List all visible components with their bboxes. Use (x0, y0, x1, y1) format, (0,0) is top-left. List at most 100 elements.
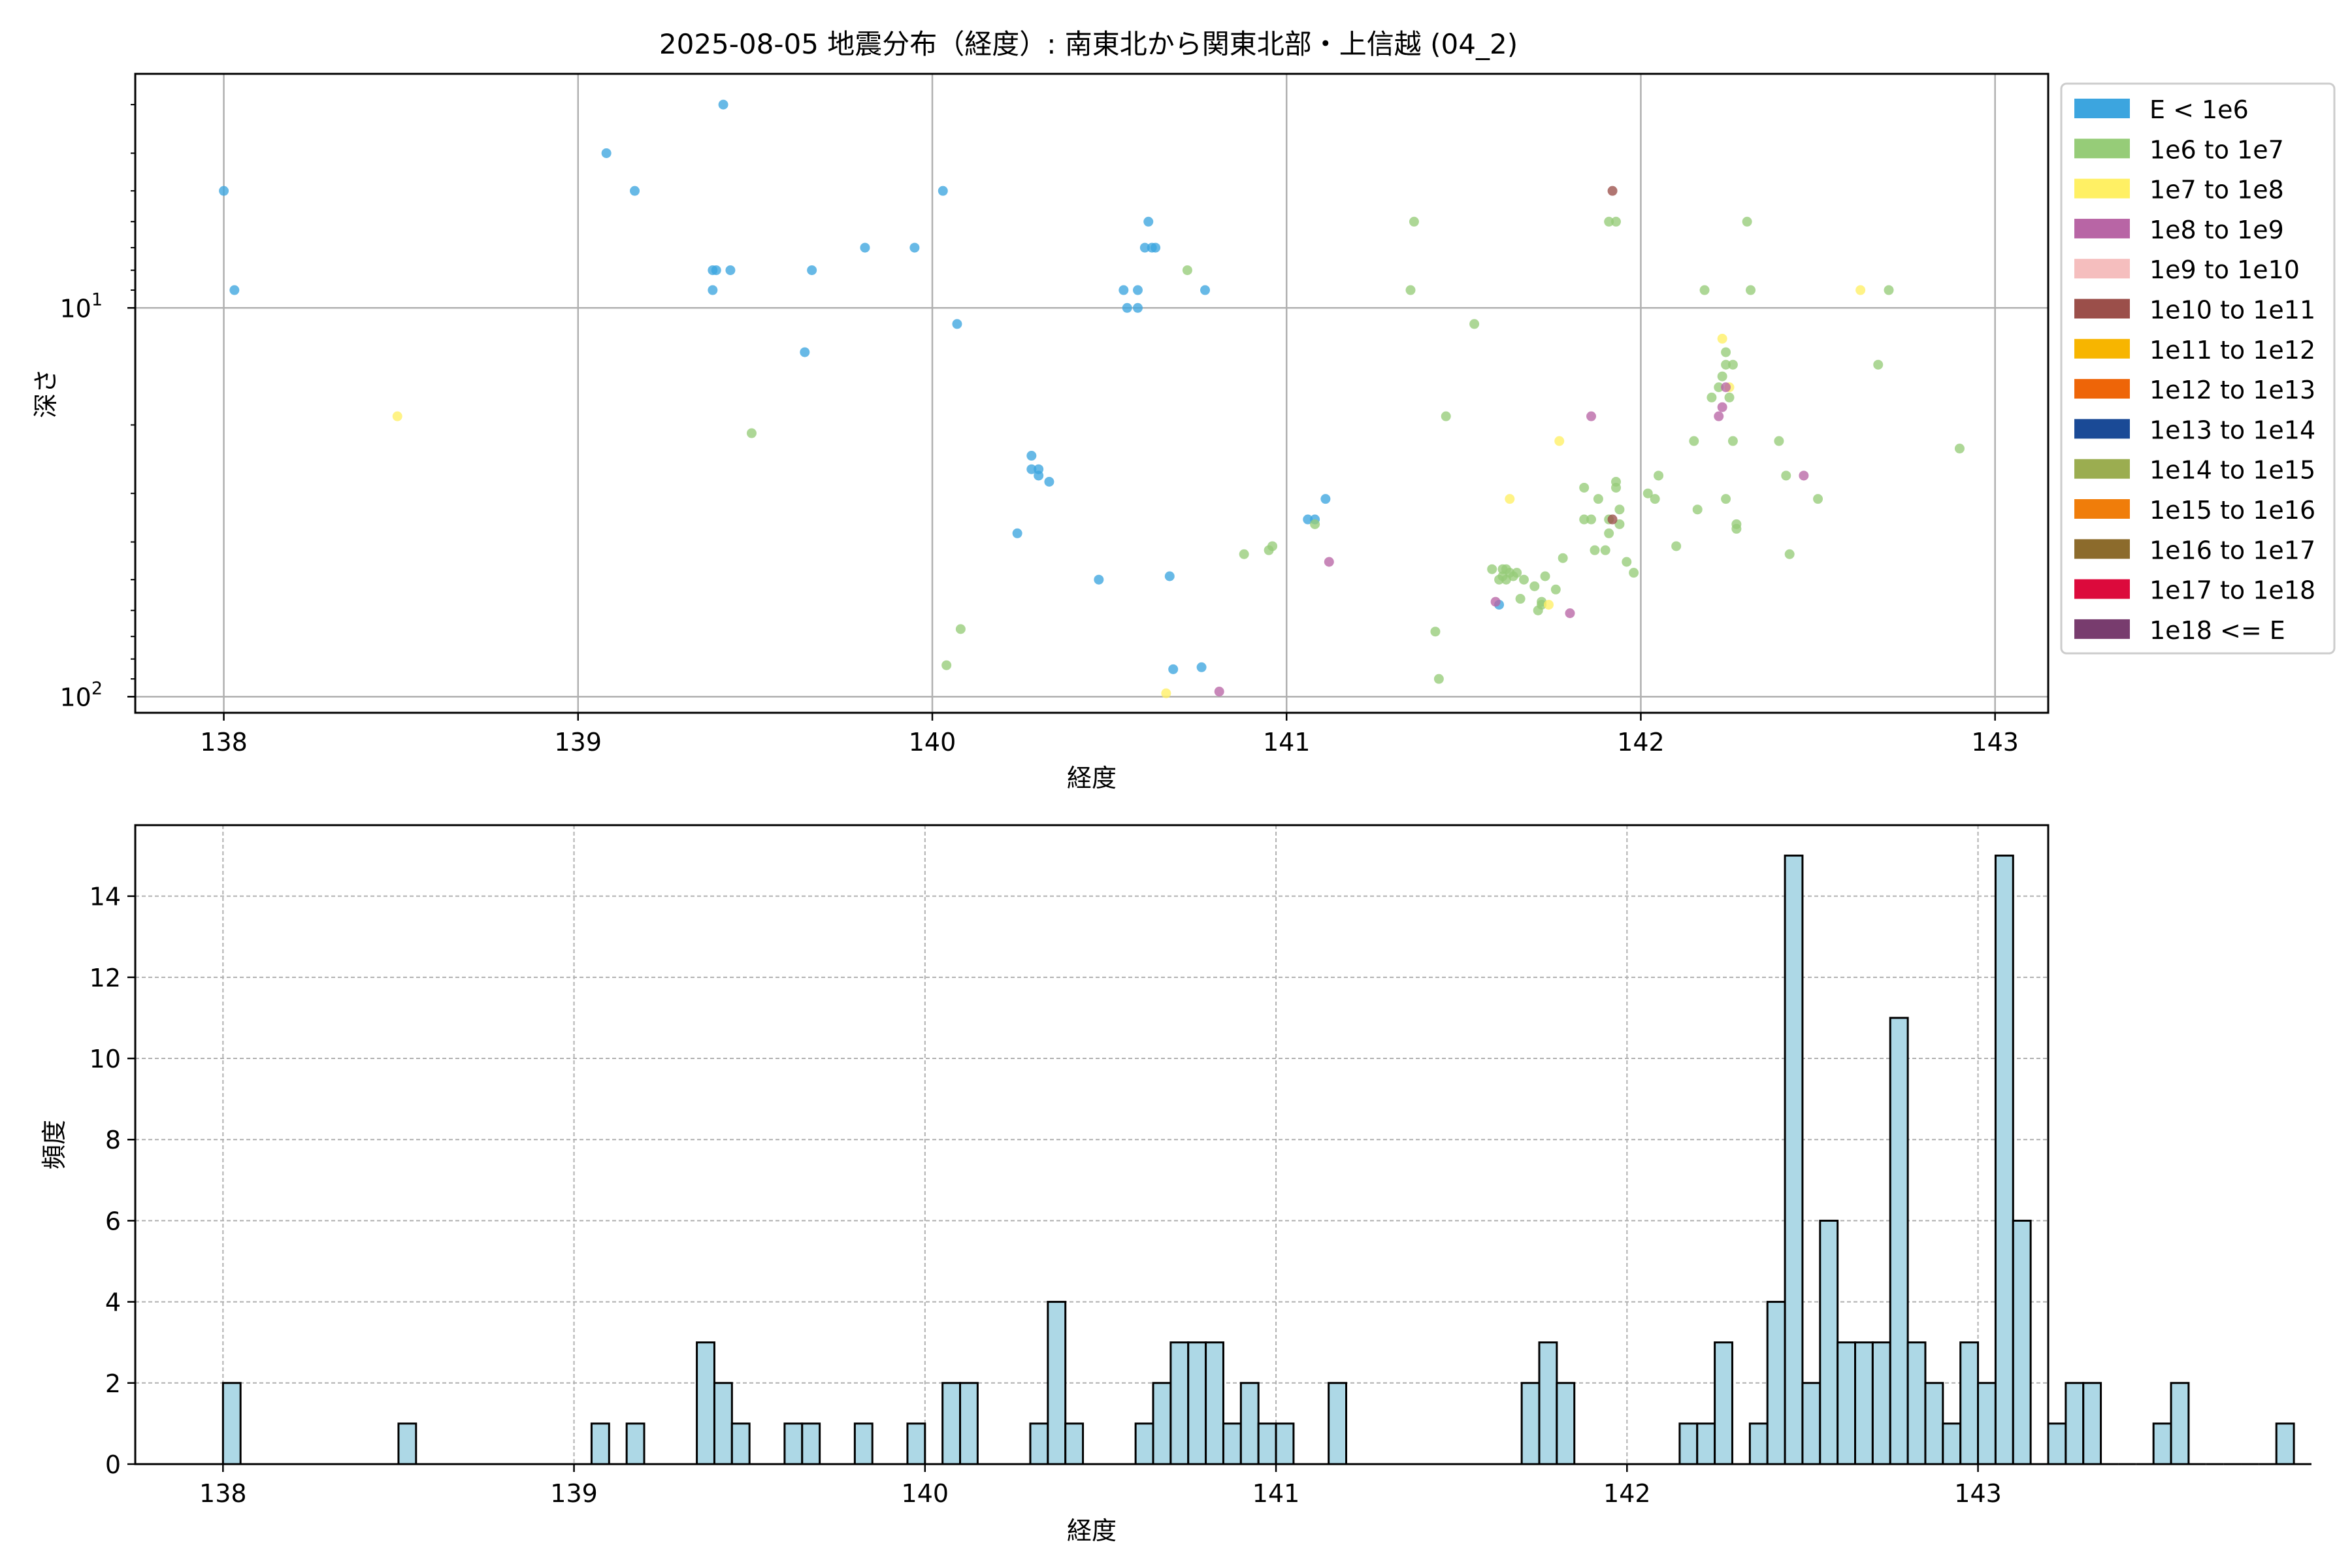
legend-label: 1e16 to 1e17 (2149, 536, 2315, 564)
histogram-y-tick-label: 10 (90, 1045, 121, 1073)
histogram-bar (906, 1422, 926, 1465)
histogram-bar (2170, 1382, 2190, 1465)
scatter-point (219, 186, 229, 196)
histogram-x-tick-label: 139 (550, 1479, 598, 1508)
histogram-bar (1959, 1341, 1980, 1465)
scatter-point (1239, 549, 1249, 559)
scatter-point (1430, 627, 1441, 637)
scatter-point (1214, 686, 1224, 696)
scatter-point (1487, 564, 1497, 574)
scatter-point (1614, 504, 1625, 515)
histogram-y-tick-label: 0 (105, 1450, 121, 1479)
scatter-point (1650, 494, 1660, 504)
histogram-bar (625, 1422, 645, 1465)
histogram-bar (696, 1341, 715, 1465)
scatter-point (1558, 553, 1568, 563)
scatter-point (708, 285, 718, 295)
scatter-point (952, 319, 962, 329)
scatter-point (1610, 476, 1621, 487)
scatter-point (1519, 574, 1529, 585)
scatter-point (1600, 545, 1610, 555)
legend-label: 1e11 to 1e12 (2149, 336, 2315, 365)
scatter-point (718, 99, 728, 110)
histogram-bar (1538, 1341, 1558, 1465)
scatter-point (1196, 662, 1207, 672)
scatter-point (1320, 494, 1331, 504)
scatter-point (1717, 402, 1727, 412)
scatter-y-tick-label: 102 (59, 678, 103, 711)
scatter-point (1717, 371, 1727, 382)
scatter-point (1884, 285, 1894, 295)
scatter-point (1026, 451, 1037, 461)
scatter-point (1707, 392, 1717, 402)
histogram-bar (1819, 1219, 1839, 1465)
legend-swatch (2074, 499, 2130, 519)
scatter-point (1579, 514, 1590, 525)
histogram-bar (1064, 1422, 1085, 1465)
scatter-point (955, 624, 966, 634)
scatter-point (1168, 664, 1179, 674)
scatter-point (1746, 285, 1756, 295)
scatter-point (1200, 285, 1211, 295)
histogram-bar (1520, 1382, 1541, 1465)
scatter-point (1409, 216, 1419, 227)
scatter-point (1433, 674, 1444, 684)
scatter-point (1119, 285, 1129, 295)
histogram-bar (1134, 1422, 1154, 1465)
scatter-point (1873, 359, 1884, 370)
legend-swatch (2074, 139, 2130, 159)
scatter-point (1132, 302, 1143, 313)
scatter-point (1614, 519, 1625, 529)
histogram-bar (1275, 1422, 1295, 1465)
histogram-bar (2275, 1422, 2295, 1465)
scatter-point (1724, 392, 1735, 402)
legend-label: 1e15 to 1e16 (2149, 496, 2315, 525)
scatter-point (601, 148, 612, 158)
scatter-point (1714, 411, 1724, 421)
scatter-point (1721, 494, 1731, 504)
scatter-point (1607, 186, 1618, 196)
scatter-point (1721, 382, 1731, 393)
scatter-point (1143, 216, 1154, 227)
legend-label: 1e12 to 1e13 (2149, 376, 2315, 404)
scatter-point (1303, 514, 1313, 525)
legend-label: 1e6 to 1e7 (2149, 135, 2284, 164)
scatter-point (1727, 436, 1738, 446)
scatter-panel: 2025-08-05 地震分布（経度）: 南東北から関東北部・上信越 (04_2… (31, 28, 2050, 792)
histogram-y-ticks: 0 2 4 6 8 10 12 14 (90, 883, 135, 1479)
scatter-point (1954, 444, 1965, 454)
legend-swatch (2074, 218, 2130, 238)
scatter-x-tick-label: 139 (555, 728, 602, 757)
scatter-point (1505, 494, 1515, 504)
scatter-point (1094, 574, 1104, 585)
scatter-point (229, 285, 240, 295)
scatter-point (1132, 285, 1143, 295)
histogram-bar (1222, 1422, 1242, 1465)
legend-swatch (2074, 99, 2130, 118)
scatter-point (1586, 514, 1597, 525)
legend-swatch (2074, 619, 2130, 639)
scatter-point (746, 428, 757, 438)
scatter-point (860, 242, 870, 253)
scatter-point (1692, 504, 1703, 515)
histogram-x-ticks: 138 139 140 141 142 143 (199, 1464, 2002, 1508)
histogram-bar (1977, 1382, 1997, 1465)
histogram-bar (2012, 1219, 2032, 1465)
histogram-bar (221, 1382, 242, 1465)
histogram-bar (2152, 1422, 2172, 1465)
histogram-bar (1556, 1382, 1576, 1465)
histogram-bar (1169, 1341, 1190, 1465)
histogram-y-axis-label: 頻度 (40, 1120, 69, 1169)
legend-label: 1e10 to 1e11 (2149, 296, 2315, 325)
legend-swatch (2074, 379, 2130, 399)
scatter-grid (135, 74, 2048, 713)
histogram-bar (1942, 1422, 1962, 1465)
scatter-point (1671, 541, 1682, 551)
chart-title: 2025-08-05 地震分布（経度）: 南東北から関東北部・上信越 (04_2… (659, 28, 1518, 60)
histogram-bar (1678, 1422, 1699, 1465)
scatter-point (1543, 600, 1554, 610)
scatter-point (1540, 571, 1550, 581)
scatter-point (1164, 571, 1175, 581)
scatter-point (1405, 285, 1416, 295)
legend-swatch (2074, 539, 2130, 559)
